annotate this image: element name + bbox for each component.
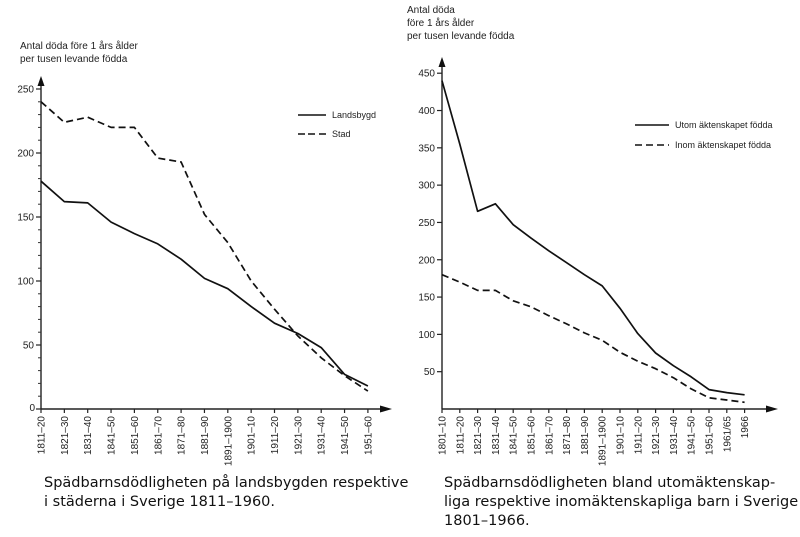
left-y-axis-label-line: per tusen levande födda [20, 54, 128, 65]
y-tick-label: 150 [418, 293, 435, 304]
right-chart: 50 100 150 200 250 300 350 400 450 1801–10 1811–20… [418, 57, 778, 466]
legend-label: Landsbygd [332, 110, 376, 120]
x-tick-label: 1851–60 [527, 416, 538, 455]
x-tick-label: 1881–90 [580, 416, 591, 455]
y-tick-label: 50 [23, 341, 35, 352]
x-tick-label: 1811–20 [37, 416, 48, 455]
x-tick-label: 1911–20 [270, 416, 281, 455]
legend-label: Stad [332, 129, 351, 139]
y-tick-label: 200 [418, 255, 435, 266]
x-tick-label: 1951–60 [363, 416, 374, 455]
x-tick-label: 1921–30 [293, 416, 304, 455]
right-caption-line: liga respektive inomäktenskapliga barn i… [444, 494, 799, 510]
right-y-axis-label-line: per tusen levande födda [407, 31, 515, 42]
y-axis-arrow-icon [37, 76, 45, 86]
x-tick-label: 1931–40 [317, 416, 328, 455]
series-line-solid [441, 80, 745, 396]
y-tick-label: 150 [17, 213, 34, 224]
right-y-axis-label-line: Antal döda [407, 5, 455, 16]
y-tick-label: 0 [29, 403, 35, 414]
right-y-axis-label-line: före 1 års ålder [407, 18, 475, 29]
y-tick-label: 50 [424, 367, 436, 378]
x-tick-label: 1901–10 [616, 416, 627, 455]
right-caption: Spädbarnsdödligheten bland utomäktenskap… [444, 474, 798, 531]
x-axis-arrow-icon [766, 405, 778, 413]
y-tick-label: 100 [17, 277, 34, 288]
right-caption-line: Spädbarnsdödligheten bland utomäktenskap… [444, 475, 776, 491]
left-y-axis-label: Antal döda före 1 års ålder per tusen le… [20, 40, 138, 66]
x-tick-label: 1821–30 [60, 416, 71, 455]
x-tick-label: 1871–80 [177, 416, 188, 455]
x-tick-label: 1861–70 [544, 416, 555, 455]
left-y-axis-label-line: Antal döda före 1 års ålder [20, 41, 138, 52]
x-tick-label: 1871–80 [562, 416, 573, 455]
y-tick-label: 450 [418, 69, 435, 80]
x-tick-label: 1941–50 [340, 416, 351, 455]
x-tick-label: 1921–30 [651, 416, 662, 455]
x-tick-label: 1961/65 [722, 416, 733, 453]
x-tick-label: 1831–40 [83, 416, 94, 455]
x-tick-label: 1831–40 [491, 416, 502, 455]
y-tick-label: 250 [418, 218, 435, 229]
x-tick-label: 1811–20 [455, 416, 466, 455]
right-y-axis-label: Antal döda före 1 års ålder per tusen le… [407, 4, 514, 43]
x-tick-label: 1911–20 [633, 416, 644, 455]
x-tick-label: 1841–50 [107, 416, 118, 455]
x-axis-arrow-icon [380, 405, 392, 413]
y-tick-label: 250 [17, 85, 34, 96]
x-tick-label: 1881–90 [200, 416, 211, 455]
left-caption-line: Spädbarnsdödligheten på landsbygden resp… [44, 475, 409, 491]
x-tick-label: 1966 [740, 416, 751, 439]
left-caption-line: i städerna i Sverige 1811–1960. [44, 494, 276, 510]
x-tick-label: 1941–50 [687, 416, 698, 455]
x-tick-label: 1801–10 [438, 416, 449, 455]
x-tick-label: 1841–50 [509, 416, 520, 455]
y-axis-arrow-icon [438, 57, 446, 67]
x-tick-label: 1901–10 [247, 416, 258, 455]
legend-label: Utom äktenskapet födda [675, 120, 773, 130]
x-tick-label: 1861–70 [153, 416, 164, 455]
left-chart: 0 50 100 150 200 250 1811–20 1821–30 1831–40 1841… [17, 76, 392, 466]
x-tick-label: 1891–1900 [598, 416, 609, 466]
x-tick-label: 1821–30 [473, 416, 484, 455]
left-caption: Spädbarnsdödligheten på landsbygden resp… [44, 474, 408, 512]
y-tick-label: 350 [418, 143, 435, 154]
y-tick-label: 300 [418, 181, 435, 192]
y-tick-label: 100 [418, 330, 435, 341]
legend-label: Inom äktenskapet födda [675, 140, 771, 150]
x-tick-label: 1951–60 [705, 416, 716, 455]
x-tick-label: 1931–40 [669, 416, 680, 455]
right-caption-line: 1801–1966. [444, 513, 530, 529]
y-tick-label: 200 [17, 149, 34, 160]
series-line-solid [40, 180, 369, 387]
x-tick-label: 1891–1900 [223, 416, 234, 466]
series-line-dashed [40, 101, 369, 392]
x-tick-label: 1851–60 [130, 416, 141, 455]
y-tick-label: 400 [418, 106, 435, 117]
series-line-dashed [441, 273, 745, 404]
